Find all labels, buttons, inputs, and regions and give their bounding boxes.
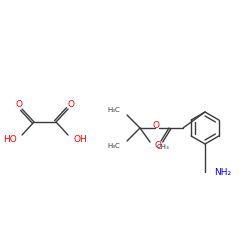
Text: HO: HO bbox=[3, 136, 17, 144]
Text: OH: OH bbox=[73, 136, 87, 144]
Text: O: O bbox=[152, 122, 160, 130]
Text: H₃C: H₃C bbox=[107, 143, 120, 149]
Text: NH₂: NH₂ bbox=[214, 168, 231, 177]
Text: O: O bbox=[68, 100, 74, 108]
Text: O: O bbox=[154, 142, 162, 150]
Text: O: O bbox=[16, 100, 22, 108]
Text: H₃C: H₃C bbox=[107, 107, 120, 113]
Text: CH₃: CH₃ bbox=[157, 144, 170, 150]
